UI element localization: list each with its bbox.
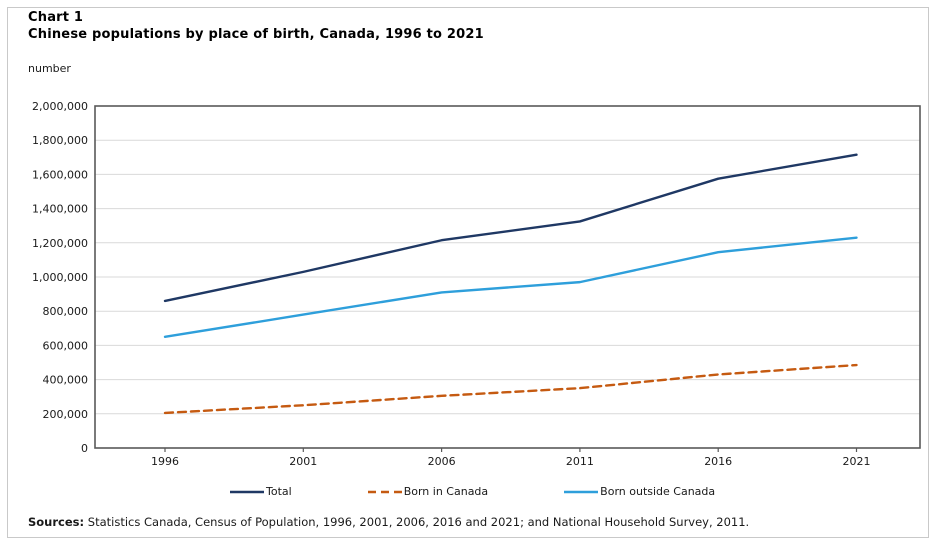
plot-border bbox=[94, 105, 921, 449]
y-tick-label: 2,000,000 bbox=[32, 100, 88, 113]
legend-item-total: Total bbox=[230, 485, 292, 498]
sources-note: Sources: Statistics Canada, Census of Po… bbox=[28, 515, 749, 529]
x-tick-label: 2006 bbox=[428, 455, 456, 468]
chart-legend: Total Born in Canada Born outside Canada bbox=[230, 485, 715, 498]
y-axis-unit-label: number bbox=[28, 62, 71, 75]
chart-title-block: Chart 1 Chinese populations by place of … bbox=[28, 9, 484, 43]
y-tick-label: 1,600,000 bbox=[32, 168, 88, 181]
figure-border bbox=[7, 7, 929, 538]
legend-swatch bbox=[564, 490, 599, 493]
x-tick-label: 2021 bbox=[843, 455, 871, 468]
y-tick-label: 1,800,000 bbox=[32, 134, 88, 147]
sources-text: Statistics Canada, Census of Population,… bbox=[84, 515, 750, 529]
x-tick-label: 2011 bbox=[566, 455, 594, 468]
x-tick-label: 2016 bbox=[704, 455, 732, 468]
y-tick-label: 0 bbox=[81, 442, 88, 455]
legend-label: Born outside Canada bbox=[600, 485, 716, 498]
sources-label: Sources: bbox=[28, 515, 85, 529]
series-line-born-in-canada bbox=[163, 363, 858, 415]
y-tick-label: 800,000 bbox=[43, 305, 89, 318]
chart-number-label: Chart 1 bbox=[28, 10, 84, 25]
y-tick-label: 1,200,000 bbox=[32, 237, 88, 250]
legend-label: Total bbox=[266, 485, 292, 498]
y-tick-label: 200,000 bbox=[43, 408, 89, 421]
legend-item-born-in-canada: Born in Canada bbox=[367, 485, 489, 498]
series-line-born-outside-canada bbox=[163, 236, 858, 339]
y-tick-label: 600,000 bbox=[43, 339, 89, 352]
x-tick-label: 1996 bbox=[151, 455, 179, 468]
chart-title: Chinese populations by place of birth, C… bbox=[28, 27, 484, 42]
x-tick-label: 2001 bbox=[289, 455, 317, 468]
y-tick-label: 1,000,000 bbox=[32, 271, 88, 284]
legend-swatch bbox=[230, 490, 264, 493]
series-line-total bbox=[163, 153, 858, 303]
legend-swatch bbox=[367, 490, 402, 493]
legend-label: Born in Canada bbox=[403, 485, 489, 498]
legend-item-born-outside-canada: Born outside Canada bbox=[564, 485, 715, 498]
y-tick-label: 400,000 bbox=[43, 374, 89, 387]
y-tick-label: 1,400,000 bbox=[32, 203, 88, 216]
